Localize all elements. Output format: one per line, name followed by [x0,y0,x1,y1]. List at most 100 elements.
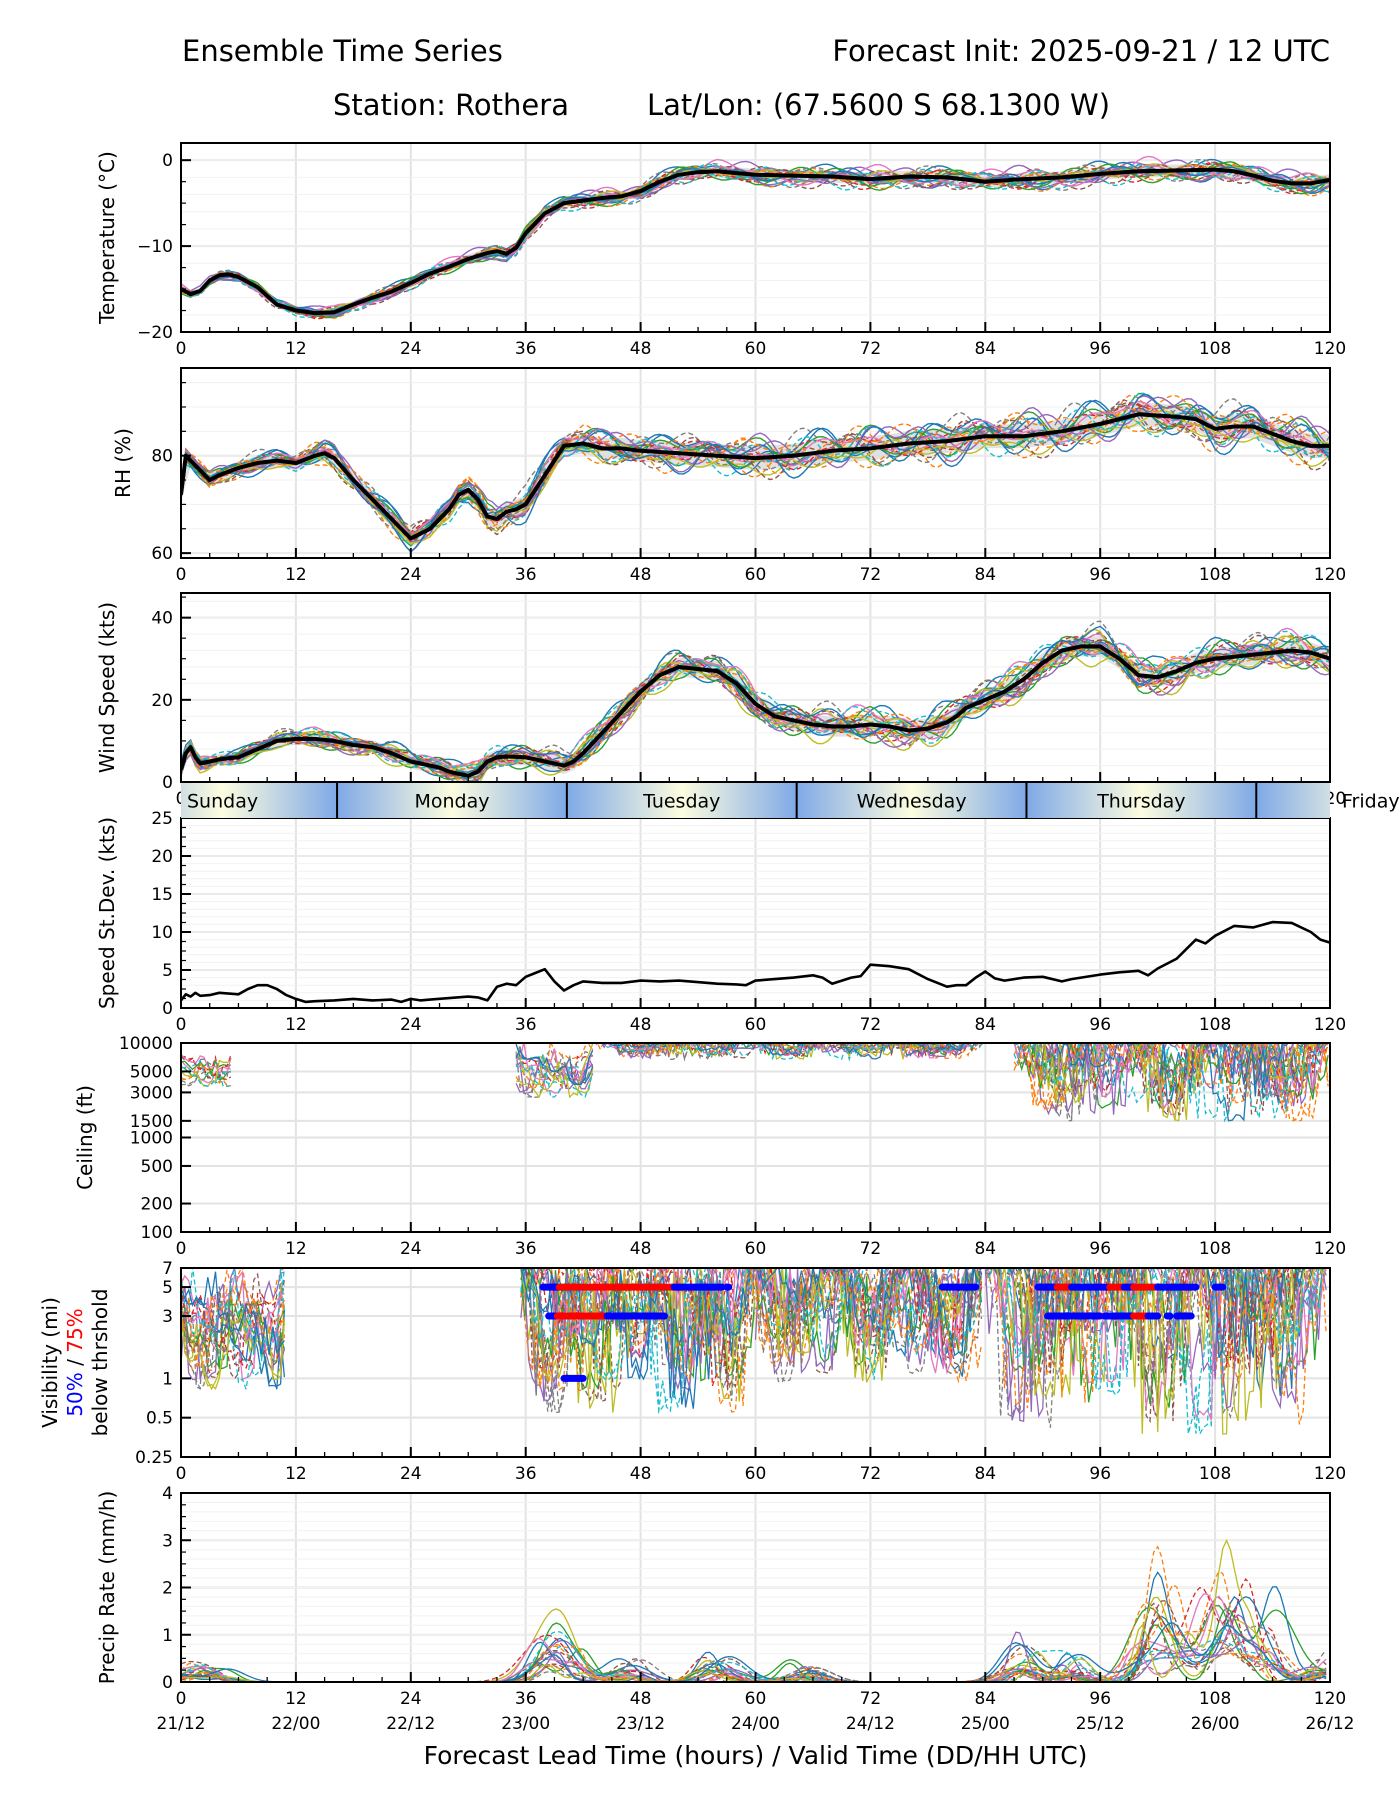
x-tick-label: 0 [176,339,187,359]
x-tick-label: 96 [1089,339,1111,359]
plot-area [181,392,1330,553]
y-tick-label: 60 [151,544,173,564]
x-tick-label: 60 [745,1015,767,1035]
ensemble-member-line [755,1268,983,1375]
spread-band [181,402,1330,547]
x-tick-label: 96 [1089,565,1111,585]
y-axis-label: RH (%) [111,428,135,498]
ensemble-member-line [181,395,1330,542]
x-tick-label: 120 [1314,565,1346,585]
ensemble-member-line [515,1054,594,1089]
y-tick-label: 15 [151,885,173,905]
y-tick-label: 4 [162,1484,173,1504]
ensemble-member-line [181,1063,231,1087]
panel-rh: 0 12 24 36 48 60 72 84 96 108 120 60 80 RH (%) [111,367,1346,585]
plot-area [181,1538,1327,1682]
ensemble-member-line [181,1622,1327,1682]
ensemble-member-line [631,1043,961,1057]
day-segment [566,783,797,818]
title-left: Ensemble Time Series [182,34,503,68]
ensemble-member-line [520,1268,756,1403]
x-tick-label: 84 [974,1239,996,1259]
ensemble-member-line [181,1614,1327,1682]
x-tick-label: 0 [176,1239,187,1259]
ensemble-mean-line [181,167,1330,316]
y-axis-label: Precip Rate (mm/h) [95,1491,119,1685]
y-axis-label-threshold: below thrshold [88,1289,112,1437]
ensemble-member-line [520,1268,755,1390]
panel-wind: 0122436486072849610812002040Wind Speed (… [95,592,1346,809]
day-segment [1256,783,1330,818]
ensemble-member-line [181,1593,1327,1682]
x-tick-label: 48 [630,565,652,585]
valid-time-label: 21/12 [157,1714,206,1734]
ensemble-member-line [599,1043,973,1058]
x-tick-label: 0 [176,565,187,585]
x-tick-label: 84 [974,1015,996,1035]
y-tick-label: 0 [162,1673,173,1693]
valid-time-label: 24/12 [846,1714,895,1734]
ensemble-member-line [754,1268,983,1384]
y-axis-label-pct: 50% / 75% [63,1308,87,1416]
x-tick-label: 0 [176,1689,187,1709]
x-tick-label: 12 [285,1689,307,1709]
x-tick-label: 120 [1314,1689,1346,1709]
stdev-line [181,920,1330,1004]
x-tick-label: 72 [860,565,882,585]
x-tick-label: 48 [630,1239,652,1259]
pct-separator: / [63,1353,87,1372]
ensemble-member-line [515,1060,594,1094]
x-tick-label: 36 [515,565,537,585]
ensemble-member-line [181,632,1330,782]
day-label: Tuesday [642,791,720,813]
x-tick-label: 72 [860,1464,882,1484]
ensemble-member-line [181,1271,285,1355]
valid-time-label: 25/12 [1076,1714,1125,1734]
ensemble-member-line [181,405,1330,536]
ensemble-member-line [181,1055,231,1087]
plot-area [181,1268,1327,1437]
y-tick-label: −10 [137,237,173,257]
ensemble-member-line [181,643,1330,782]
x-tick-label: 24 [400,1015,422,1035]
ensemble-member-line [181,1625,1327,1682]
x-tick-label: 60 [745,339,767,359]
ensemble-member-line [181,630,1330,769]
x-tick-label: 108 [1199,1015,1231,1035]
ensemble-member-line [766,1268,983,1374]
x-tick-label: 12 [285,1239,307,1259]
day-label: Friday [1342,791,1400,813]
ensemble-member-line [643,1043,951,1060]
panel-speed_stdev: 0 12 24 36 48 60 72 84 96 108 120 0 5 10 15 20 25 Speed S… [95,809,1346,1035]
x-tick-label: 24 [400,565,422,585]
x-tick-label: 12 [285,339,307,359]
ensemble-member-line [181,1268,286,1360]
x-tick-label: 12 [285,565,307,585]
title-right: Forecast Init: 2025-09-21 / 12 UTC [832,34,1330,68]
x-tick-label: 36 [515,1689,537,1709]
ensemble-member-line [181,1268,286,1390]
day-segment [337,783,567,818]
y-tick-label: 5 [162,1278,173,1298]
ensemble-member-line [1014,1043,1325,1121]
plot-area [181,1043,1329,1123]
y-tick-label: 20 [151,691,173,711]
x-tick-label: 60 [745,1689,767,1709]
ensemble-member-line [520,1268,756,1413]
y-axis-label: Ceiling (ft) [73,1085,97,1190]
ensemble-member-line [646,1043,937,1060]
ensemble-member-line [181,1053,232,1074]
ensemble-member-line [181,1057,232,1086]
ensemble-member-line [181,1060,231,1081]
y-tick-label: 5000 [130,1062,173,1082]
pct50-label: 50% [63,1372,87,1416]
y-tick-label: 0 [162,151,173,171]
ensemble-member-line [515,1054,594,1098]
x-tick-label: 120 [1314,339,1346,359]
ensemble-member-line [181,408,1330,539]
subtitle-latlon: Lat/Lon: (67.5600 S 68.1300 W) [647,88,1111,122]
x-tick-label: 84 [974,1464,996,1484]
x-tick-label: 84 [974,565,996,585]
x-tick-label: 108 [1199,339,1231,359]
plot-area [181,920,1330,1004]
